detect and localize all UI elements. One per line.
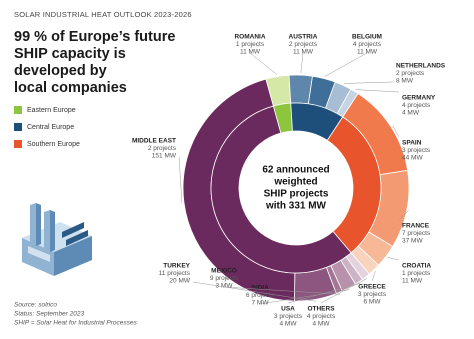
title-line: SHIP capacity is — [14, 46, 126, 62]
kicker: SOLAR INDUSTRIAL HEAT OUTLOOK 2023-2026 — [14, 10, 192, 19]
inner-segment — [210, 105, 352, 274]
title-line: local companies — [14, 80, 127, 96]
segment-projects: 4 projects — [307, 313, 336, 320]
legend-label: Central Europe — [27, 124, 74, 131]
leader-line — [343, 81, 394, 84]
leader-line — [192, 281, 317, 302]
leader-line — [249, 52, 278, 75]
segment-name: OTHERS — [307, 306, 335, 313]
segment-projects: 3 projects — [402, 147, 431, 154]
center-text: weighted — [273, 177, 317, 188]
segment-name: CROATIA — [402, 263, 431, 270]
segment-name: GERMANY — [402, 95, 436, 102]
segment-projects: 6 projects — [246, 292, 275, 299]
segment-value: 7 MW — [252, 300, 270, 307]
legend-swatch — [14, 106, 22, 114]
segment-value: 6 MW — [364, 299, 382, 306]
segment-value: 11 MW — [357, 49, 378, 56]
title-line: 99 % of Europe’s future — [14, 29, 175, 45]
segment-name: SPAIN — [402, 140, 422, 147]
segment-projects: 11 projects — [159, 270, 191, 277]
leader-line — [259, 289, 350, 305]
segment-value: 11 MW — [240, 49, 261, 56]
segment-projects: 4 projects — [402, 102, 431, 109]
footnote: Status: September 2023 — [14, 311, 84, 318]
leader-line — [355, 89, 400, 93]
legend-swatch — [14, 140, 22, 148]
segment-name: AUSTRIA — [289, 34, 318, 41]
leader-line — [398, 209, 410, 221]
footnote: Source: solrico — [14, 302, 57, 309]
segment-projects: 7 projects — [402, 230, 431, 237]
segment-name: BELGIUM — [352, 34, 382, 41]
segment-value: 4 MW — [313, 321, 331, 328]
center-disc — [240, 132, 352, 244]
segment-name: GREECE — [358, 284, 386, 291]
center-text: 62 announced — [262, 165, 329, 176]
leader-line — [223, 286, 341, 295]
segment-value: 37 MW — [402, 238, 423, 245]
segment-name: MEXICO — [211, 268, 237, 275]
segment-projects: 2 projects — [396, 70, 425, 77]
leader-line — [178, 156, 183, 203]
segment-name: USA — [281, 306, 295, 313]
leader-line — [371, 271, 376, 282]
segment-projects: 4 projects — [353, 41, 382, 48]
segment-projects: 2 projects — [148, 145, 177, 152]
legend-label: Eastern Europe — [27, 107, 76, 114]
segment-projects: 9 projects — [210, 275, 239, 282]
leader-line — [300, 52, 304, 74]
segment-name: INDIA — [251, 285, 269, 292]
center-text: SHIP projects — [264, 189, 329, 200]
segment-name: TURKEY — [163, 263, 190, 270]
segment-projects: 1 projects — [402, 270, 431, 277]
legend-swatch — [14, 123, 22, 131]
segment-value: 4 MW — [402, 110, 420, 117]
segment-projects: 3 projects — [274, 313, 303, 320]
segment-value: 4 MW — [280, 321, 298, 328]
center-text: with 331 MW — [265, 201, 327, 212]
segment-projects: 3 projects — [358, 291, 387, 298]
legend-label: Southern Europe — [27, 141, 80, 148]
segment-value: 151 MW — [152, 153, 177, 160]
segment-name: ROMANIA — [234, 34, 265, 41]
segment-name: FRANCE — [402, 223, 430, 230]
leader-line — [392, 125, 400, 138]
footnote: SHIP = Solar Heat for Industrial Process… — [14, 320, 138, 327]
segment-value: 8 MW — [396, 78, 414, 85]
segment-value: 11 MW — [293, 49, 314, 56]
segment-projects: 2 projects — [289, 41, 318, 48]
segment-value: 20 MW — [169, 278, 190, 285]
title-line: developed by — [14, 63, 107, 79]
segment-name: MIDDLE EAST — [132, 138, 176, 145]
segment-value: 3 MW — [216, 283, 234, 290]
segment-value: 44 MW — [402, 155, 423, 162]
segment-projects: 1 projects — [236, 41, 265, 48]
leader-line — [387, 257, 400, 261]
factory-icon — [22, 203, 92, 276]
segment-name: NETHERLANDS — [396, 63, 446, 70]
segment-value: 11 MW — [402, 278, 423, 285]
leader-line — [324, 52, 368, 77]
